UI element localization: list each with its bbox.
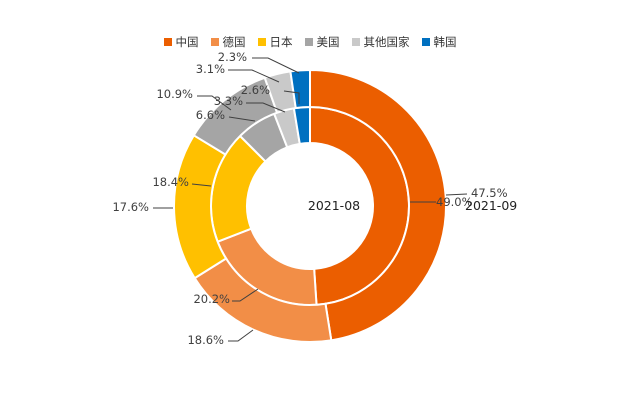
- outer-leader-china: [445, 193, 468, 196]
- legend-label-japan: 日本: [269, 35, 293, 49]
- legend-swatch-usa: [304, 38, 313, 46]
- inner-label-germany: 20.2%: [193, 292, 230, 306]
- outer-label-usa: 10.9%: [156, 87, 193, 101]
- outer-label-japan: 17.6%: [112, 200, 149, 214]
- inner-label-korea: 2.6%: [241, 83, 270, 97]
- outer-series-name: 2021-09: [465, 198, 517, 213]
- inner-series-name: 2021-08: [308, 198, 360, 213]
- inner-label-japan: 18.4%: [152, 175, 189, 189]
- legend-label-usa: 美国: [316, 35, 340, 49]
- inner-leader-japan: [191, 183, 212, 187]
- legend-item-korea: 韩国: [421, 34, 457, 50]
- inner-label-china: 49.0%: [436, 195, 473, 209]
- inner-leader-germany: [232, 288, 259, 302]
- legend-item-other: 其他国家: [351, 34, 410, 50]
- outer-leader-other: [228, 69, 280, 83]
- chart-legend: 中国 德国 日本 美国 其他国家 韩国: [0, 34, 620, 50]
- outer-leader-usa: [197, 95, 232, 111]
- inner-leader-other: [246, 102, 286, 113]
- legend-label-china: 中国: [175, 35, 199, 49]
- outer-leader-korea: [252, 57, 300, 74]
- outer-leader-germany: [228, 329, 254, 342]
- legend-swatch-other: [351, 38, 360, 46]
- outer-label-korea: 2.3%: [218, 50, 247, 64]
- legend-swatch-japan: [257, 38, 266, 46]
- inner-leader-korea: [283, 90, 300, 104]
- legend-label-korea: 韩国: [433, 35, 457, 49]
- legend-label-germany: 德国: [222, 35, 246, 49]
- outer-label-china: 47.5%: [471, 186, 508, 200]
- outer-slice-korea: [289, 68, 311, 110]
- outer-slice-china: [309, 68, 447, 342]
- legend-item-germany: 德国: [210, 34, 246, 50]
- legend-swatch-germany: [210, 38, 219, 46]
- legend-item-china: 中国: [163, 34, 199, 50]
- legend-item-usa: 美国: [304, 34, 340, 50]
- inner-leader-usa: [228, 116, 256, 122]
- inner-label-other: 3.3%: [214, 94, 243, 108]
- legend-swatch-korea: [421, 38, 430, 46]
- outer-label-other: 3.1%: [196, 62, 225, 76]
- inner-label-usa: 6.6%: [196, 108, 225, 122]
- legend-swatch-china: [163, 38, 172, 46]
- legend-label-other: 其他国家: [363, 35, 410, 49]
- outer-label-germany: 18.6%: [187, 333, 224, 347]
- legend-item-japan: 日本: [257, 34, 293, 50]
